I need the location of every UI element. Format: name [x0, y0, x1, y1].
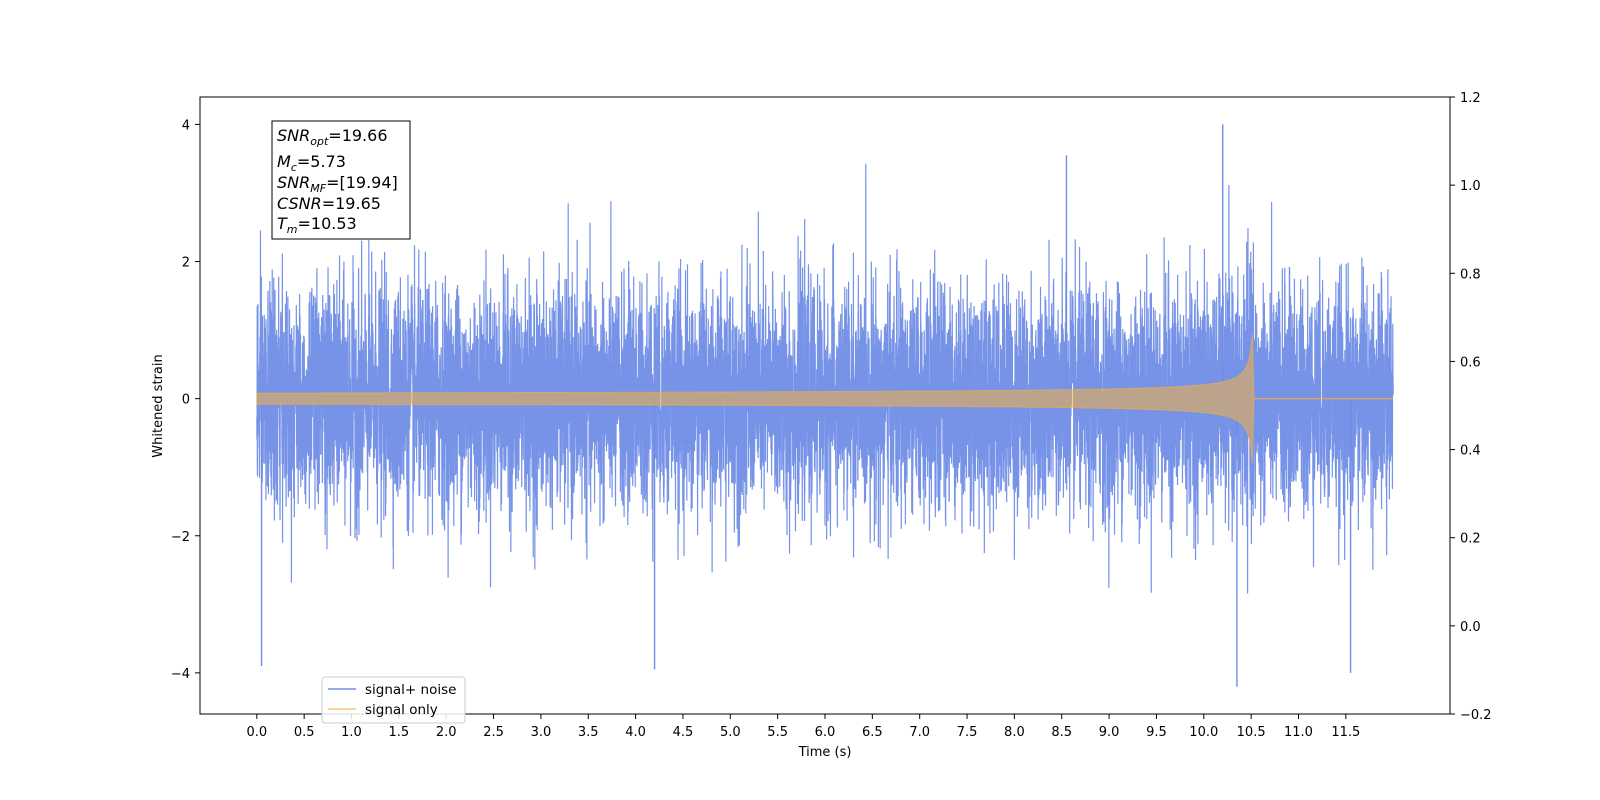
- annotation-box: SNRopt=19.66 Mc=5.73 SNRMF=[19.94] CSNR=…: [271, 120, 411, 240]
- x-tick-label: 11.5: [1331, 725, 1360, 740]
- x-tick-label: 6.5: [862, 725, 883, 740]
- x-tick-label: 8.5: [1051, 725, 1072, 740]
- x-tick-label: 1.0: [341, 725, 362, 740]
- x-tick-label: 1.5: [389, 725, 410, 740]
- series-signal-only: [256, 334, 1255, 464]
- y-tick-label: −2: [171, 530, 190, 545]
- x-tick-label: 8.0: [1004, 725, 1025, 740]
- x-tick-label: 2.5: [483, 725, 504, 740]
- x-tick-label: 9.5: [1146, 725, 1167, 740]
- x-tick-label: 4.0: [625, 725, 646, 740]
- x-tick-label: 0.5: [294, 725, 315, 740]
- y-tick-label: 0: [182, 393, 190, 408]
- x-tick-label: 5.5: [767, 725, 788, 740]
- x-tick-label: 10.0: [1189, 725, 1218, 740]
- x-tick-label: 2.0: [436, 725, 457, 740]
- annotation-tm: Tm=10.53: [277, 214, 357, 236]
- x-tick-label: 0.0: [246, 725, 267, 740]
- y-tick-label: −4: [171, 667, 190, 682]
- x-tick-label: 7.0: [909, 725, 930, 740]
- y2-tick-label: 0.8: [1460, 267, 1481, 282]
- x-tick-label: 10.5: [1237, 725, 1266, 740]
- x-tick-label: 6.0: [815, 725, 836, 740]
- x-tick-label: 11.0: [1284, 725, 1313, 740]
- series-signal-noise: [256, 163, 1394, 594]
- y-axis-right: 1.2 1.0 0.8 0.6 0.4 0.2 0.0 −0.2: [1450, 91, 1492, 723]
- annotation-snr-opt: SNRopt=19.66: [277, 126, 388, 148]
- y-axis-left: 4 2 0 −2 −4: [171, 118, 200, 682]
- annotation-mc: Mc=5.73: [277, 152, 346, 174]
- x-tick-label: 7.5: [957, 725, 978, 740]
- annotation-snr-mf: SNRMF=[19.94]: [277, 173, 398, 195]
- y2-tick-label: −0.2: [1460, 708, 1492, 723]
- x-tick-label: 3.5: [578, 725, 599, 740]
- legend-frame: [321, 676, 466, 724]
- y-axis-label: Whitened strain: [151, 354, 166, 457]
- annotation-csnr: CSNR=19.65: [277, 194, 381, 213]
- x-tick-label: 4.5: [673, 725, 694, 740]
- legend-label-signal-only: signal only: [365, 702, 438, 718]
- legend-label-signal-noise: signal+ noise: [365, 682, 456, 698]
- y2-tick-label: 1.0: [1460, 179, 1481, 194]
- y-tick-label: 2: [182, 256, 190, 271]
- y2-tick-label: 0.2: [1460, 532, 1481, 547]
- x-tick-label: 9.0: [1099, 725, 1120, 740]
- y-tick-label: 4: [182, 118, 190, 133]
- x-tick-label: 3.0: [531, 725, 552, 740]
- legend: signal+ noise signal only: [321, 676, 466, 724]
- x-tick-label: 5.0: [720, 725, 741, 740]
- x-axis-label: Time (s): [798, 745, 852, 760]
- y2-tick-label: 0.4: [1460, 444, 1481, 459]
- plot-area: [256, 124, 1394, 687]
- y2-tick-label: 1.2: [1460, 91, 1481, 106]
- y2-tick-label: 0.6: [1460, 355, 1481, 370]
- y2-tick-label: 0.0: [1460, 620, 1481, 635]
- x-axis: 0.0 0.5 1.0 1.5 2.0 2.5 3.0 3.5 4.0 4.5 5.0 5.5 6.0 6…: [246, 714, 1360, 740]
- annotation-frame: [271, 120, 411, 240]
